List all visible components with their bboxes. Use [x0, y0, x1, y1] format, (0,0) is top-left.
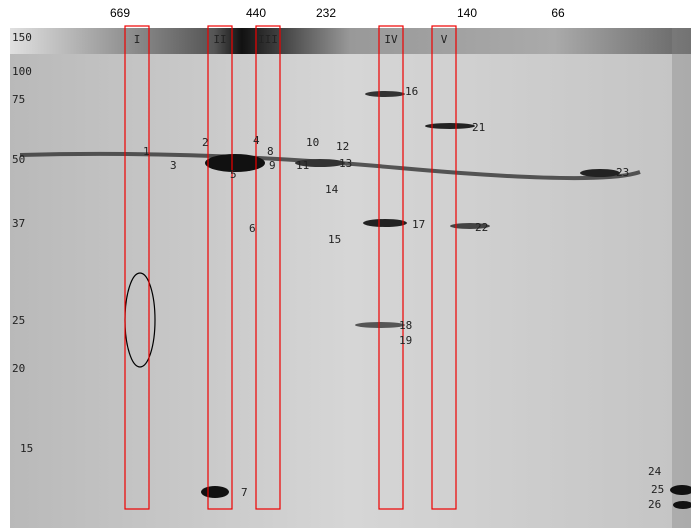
- lane-label: V: [441, 33, 448, 46]
- spot-label: 18: [399, 319, 412, 332]
- spot-label: 8: [267, 145, 274, 158]
- spot-label: 10: [306, 136, 319, 149]
- spot-label: 15: [328, 233, 341, 246]
- spot-label: 5: [230, 168, 237, 181]
- top-marker: 440: [246, 6, 266, 20]
- gel-figure: 66944023214066150100755037252015IIIIIIIV…: [0, 0, 691, 528]
- top-marker: 66: [551, 6, 565, 20]
- spot-label: 9: [269, 159, 276, 172]
- spot-label: 23: [616, 166, 629, 179]
- lane-label: I: [134, 33, 141, 46]
- left-marker: 37: [12, 217, 25, 230]
- gel-image: [10, 28, 691, 528]
- spot-label: 17: [412, 218, 425, 231]
- left-marker: 50: [12, 153, 25, 166]
- spot-label: 26: [648, 498, 661, 511]
- left-marker: 20: [12, 362, 25, 375]
- spot-label: 24: [648, 465, 662, 478]
- spot-label: 19: [399, 334, 412, 347]
- spot-label: 3: [170, 159, 177, 172]
- spot-label: 21: [472, 121, 485, 134]
- spot-label: 4: [253, 134, 260, 147]
- left-marker: 15: [20, 442, 33, 455]
- spot-label: 14: [325, 183, 339, 196]
- spot-label: 13: [339, 157, 352, 170]
- spot-label: 2: [202, 136, 209, 149]
- lane-label: III: [258, 33, 278, 46]
- spot-label: 1: [143, 145, 150, 158]
- top-marker: 232: [316, 6, 336, 20]
- spot-label: 12: [336, 140, 349, 153]
- left-marker: 100: [12, 65, 32, 78]
- spot-label: 6: [249, 222, 256, 235]
- left-marker: 150: [12, 31, 32, 44]
- spot-label: 16: [405, 85, 418, 98]
- spot-label: 22: [475, 221, 488, 234]
- spot-label: 7: [241, 486, 248, 499]
- left-marker: 75: [12, 93, 25, 106]
- spot-label: 11: [296, 159, 309, 172]
- spot-label: 25: [651, 483, 664, 496]
- top-marker: 140: [457, 6, 477, 20]
- left-marker: 25: [12, 314, 25, 327]
- top-marker: 669: [110, 6, 130, 20]
- lane-label: II: [213, 33, 226, 46]
- lane-label: IV: [384, 33, 398, 46]
